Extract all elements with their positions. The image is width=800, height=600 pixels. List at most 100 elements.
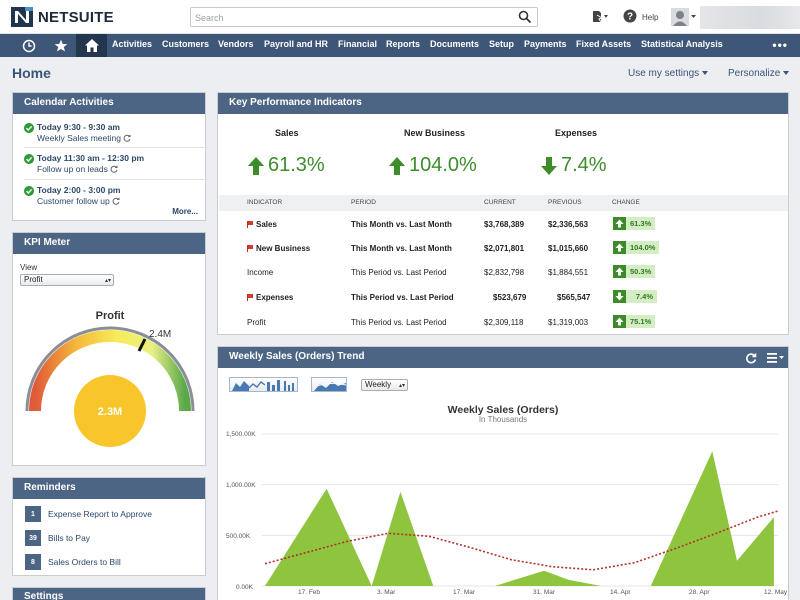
kpi-row-indicator-text: Expenses xyxy=(256,293,294,302)
refresh-icon[interactable] xyxy=(745,352,757,364)
x-tick-label: 17. Feb xyxy=(298,589,321,596)
kpi-highlight-value: 7.4% xyxy=(561,154,607,176)
kpi-row-period: This Period vs. Last Period xyxy=(351,293,454,302)
kpi-row-previous: $1,884,551 xyxy=(548,268,589,277)
chart-title: Weekly Sales (Orders) xyxy=(447,404,559,416)
x-tick-label: 14. Apr xyxy=(610,589,631,596)
nav-vendors[interactable]: Vendors xyxy=(218,39,254,49)
gauge-title: Profit xyxy=(96,310,125,322)
kpi-row-indicator[interactable]: Sales xyxy=(247,220,277,229)
arrow-up-icon xyxy=(248,156,264,175)
reminder-count-badge: 39 xyxy=(25,530,41,546)
nav-activities[interactable]: Activities xyxy=(112,39,153,49)
calendar-item-time[interactable]: Today 11:30 am - 12:30 pm xyxy=(37,153,145,163)
help-link[interactable]: Help xyxy=(642,13,659,22)
x-tick-label: 12. May xyxy=(764,589,788,596)
kpi-row-current: $2,309,118 xyxy=(484,318,524,327)
nav-reports[interactable]: Reports xyxy=(386,39,421,49)
user-avatar-icon[interactable] xyxy=(671,8,697,26)
kpi-row-current: $2,832,798 xyxy=(484,268,525,277)
trend-period-select[interactable]: Weekly ▴▾ xyxy=(361,379,408,391)
kpi-row-indicator[interactable]: Expenses xyxy=(247,293,293,302)
kpi-view-select[interactable]: Profit ▴▾ xyxy=(20,274,114,286)
reminder-item[interactable]: 8 Sales Orders to Bill xyxy=(25,554,121,570)
kpi-meter-portlet: KPI Meter View Profit ▴▾ Profit 2.4M 2.3M xyxy=(12,232,206,466)
kpi-row-indicator[interactable]: New Business xyxy=(247,244,310,253)
kpi-highlight-new-business: 104.0% xyxy=(388,154,477,177)
kpi-highlight-value: 61.3% xyxy=(268,154,325,176)
area-chart-icon[interactable] xyxy=(232,379,249,391)
kpi-row-change: 104.0% xyxy=(613,241,660,254)
personalize-link[interactable]: Personalize xyxy=(728,68,790,79)
kpi-highlight-value: 104.0% xyxy=(409,154,477,176)
kpi-row-change: 50.3% xyxy=(613,265,656,278)
y-tick-label: 0.00K xyxy=(236,584,253,591)
calendar-more-link[interactable]: More... xyxy=(172,207,198,216)
gauge-target-marker xyxy=(137,338,147,352)
nav-fixed-assets[interactable]: Fixed Assets xyxy=(576,39,632,49)
weekly-sales-trend-portlet: Weekly Sales (Orders) Trend xyxy=(217,346,789,600)
nav-financial[interactable]: Financial xyxy=(338,39,378,49)
nav-customers[interactable]: Customers xyxy=(162,39,210,49)
kpi-row-previous: $1,319,003 xyxy=(548,318,589,327)
calendar-item-subject[interactable]: Weekly Sales meeting xyxy=(37,133,131,143)
recent-records-icon[interactable] xyxy=(590,9,610,25)
calendar-item-time[interactable]: Today 9:30 - 9:30 am xyxy=(37,122,120,132)
chart-style-group xyxy=(311,377,347,392)
calendar-item-subject-text: Customer follow up xyxy=(37,196,110,206)
global-search[interactable] xyxy=(190,7,538,27)
kpi-row-period: This Period vs. Last Period xyxy=(351,268,447,277)
portlet-menu-icon[interactable] xyxy=(767,353,785,363)
kpi-highlight-sales: 61.3% xyxy=(247,154,325,177)
search-input[interactable] xyxy=(191,9,491,27)
nav-documents[interactable]: Documents xyxy=(430,39,480,49)
nav-more-menu[interactable]: ••• xyxy=(772,38,788,52)
reminder-label[interactable]: Expense Report to Approve xyxy=(48,509,152,519)
kpi-row-change: 7.4% xyxy=(613,290,657,303)
nav-setup[interactable]: Setup xyxy=(489,39,515,49)
column-header-period: PERIOD xyxy=(351,199,376,206)
check-icon xyxy=(24,154,34,164)
kpi-row-indicator-text: New Business xyxy=(256,244,311,253)
nav-payments[interactable]: Payments xyxy=(524,39,567,49)
trend-period-value: Weekly xyxy=(365,380,392,389)
reminder-item[interactable]: 39 Bills to Pay xyxy=(25,530,90,546)
reminder-item[interactable]: 1 Expense Report to Approve xyxy=(25,506,152,522)
netsuite-logo[interactable]: NETSUITE xyxy=(11,7,114,27)
x-tick-label: 17. Mar xyxy=(453,589,476,596)
nav-payroll-and-hr[interactable]: Payroll and HR xyxy=(264,39,329,49)
calendar-item-time[interactable]: Today 2:00 - 3:00 pm xyxy=(37,185,121,195)
recent-activity-icon[interactable] xyxy=(16,34,42,57)
reminder-label[interactable]: Bills to Pay xyxy=(48,533,91,543)
reminder-label[interactable]: Sales Orders to Bill xyxy=(48,557,121,567)
kpi-highlight-label: Sales xyxy=(275,128,299,138)
x-tick-label: 31. Mar xyxy=(533,589,556,596)
favorites-star-icon[interactable] xyxy=(48,34,74,57)
calendar-item-subject-text: Weekly Sales meeting xyxy=(37,133,121,143)
bar-chart-icon[interactable] xyxy=(283,379,297,391)
arrow-up-icon xyxy=(613,241,626,254)
help-icon[interactable]: ? xyxy=(623,9,637,23)
arrow-up-icon xyxy=(613,217,626,230)
line-chart-icon[interactable] xyxy=(249,379,265,391)
kpi-row-indicator[interactable]: Income xyxy=(247,268,274,277)
calendar-item-subject[interactable]: Follow up on leads xyxy=(37,164,118,174)
kpi-row-indicator-text: Sales xyxy=(256,220,277,229)
search-icon[interactable] xyxy=(518,10,532,24)
kpi-highlight-expenses: 7.4% xyxy=(540,154,607,177)
column-chart-icon[interactable] xyxy=(266,379,281,391)
divider xyxy=(24,179,208,180)
trend-line-icon[interactable] xyxy=(314,379,346,391)
calendar-item-subject[interactable]: Customer follow up xyxy=(37,196,120,206)
nav-statistical-analysis[interactable]: Statistical Analysis xyxy=(641,39,723,49)
chevron-down-icon xyxy=(702,71,709,76)
settings-portlet: Settings xyxy=(12,587,206,600)
trend-title: Weekly Sales (Orders) Trend xyxy=(218,347,788,368)
gauge-band xyxy=(29,330,191,412)
check-icon xyxy=(24,123,34,133)
gauge-outer-ring xyxy=(25,326,195,412)
x-tick-label: 28. Apr xyxy=(689,589,710,596)
use-my-settings-link[interactable]: Use my settings xyxy=(628,68,709,79)
home-icon[interactable] xyxy=(76,34,107,57)
kpi-row-indicator[interactable]: Profit xyxy=(247,318,266,327)
